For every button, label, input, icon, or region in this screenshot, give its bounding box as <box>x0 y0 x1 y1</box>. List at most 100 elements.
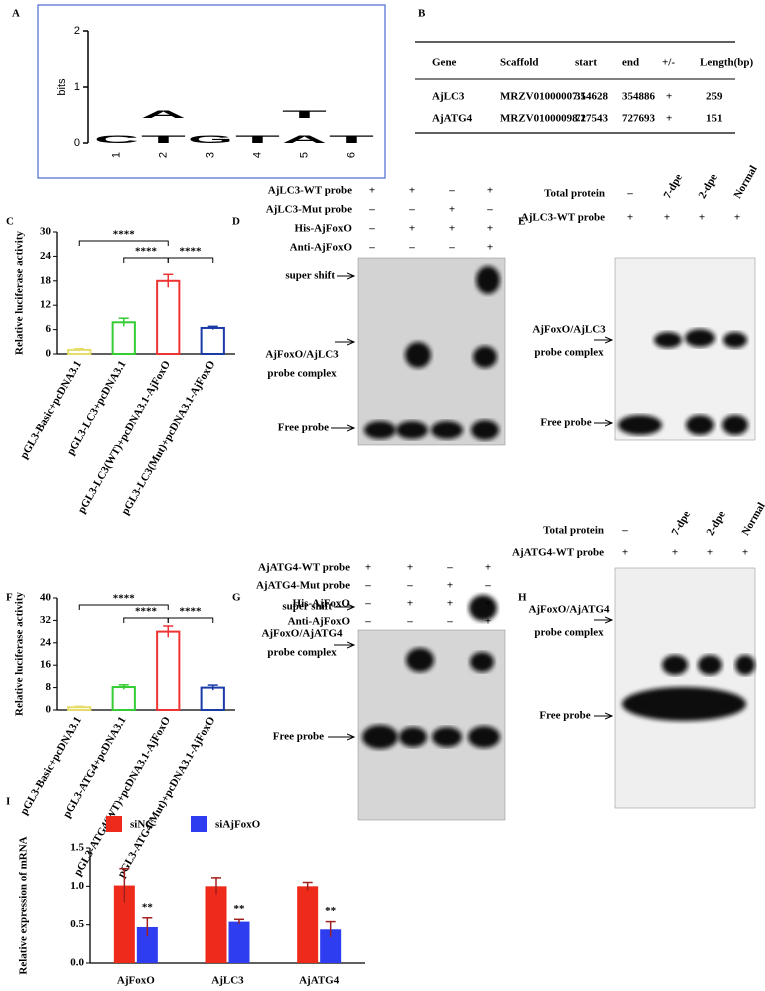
gel-band <box>399 727 427 747</box>
lane-sign: – <box>448 185 455 197</box>
gel-band <box>622 687 746 721</box>
lane-sign: 7-dpe <box>661 172 685 201</box>
panel-label: E <box>518 216 525 228</box>
logo-frame <box>37 4 386 179</box>
significance-bracket <box>78 604 169 610</box>
lane-sign: – <box>486 204 493 216</box>
bar <box>320 929 342 963</box>
bar <box>200 326 225 355</box>
significance: ** <box>234 903 246 915</box>
condition-label: AjATG4-WT probe <box>258 562 350 574</box>
significance-bracket <box>123 617 169 623</box>
lane-sign: + <box>622 547 628 559</box>
y-tick-label: 1.0 <box>70 880 84 892</box>
condition-label: Total protein <box>543 525 604 537</box>
table-cell: MRZV01000007.1 <box>500 91 586 103</box>
condition-label: Anti-AjFoxO <box>288 616 351 628</box>
x-tick-label: pGL3-LC3(WT)+pcDNA3.1-AjFoxO <box>76 358 174 515</box>
y-tick-label: 8 <box>46 681 52 693</box>
panel-label: D <box>232 216 240 228</box>
significance-bracket <box>123 257 169 263</box>
legend-swatch <box>106 816 122 832</box>
panel-label: B <box>418 8 426 20</box>
bar <box>156 630 181 711</box>
y-tick-label: 0 <box>74 137 80 149</box>
gel-image <box>614 257 756 441</box>
lane-sign: – <box>368 204 375 216</box>
band-label: Free probe <box>540 417 591 429</box>
bar <box>156 279 181 355</box>
lane-sign: – <box>406 580 413 592</box>
significance: **** <box>113 593 136 605</box>
band-label: AjFoxO/AjLC3 <box>532 324 606 336</box>
lane-sign: 7-dpe <box>669 509 693 538</box>
lane-sign: + <box>407 562 413 574</box>
table-cell: 727543 <box>575 113 609 125</box>
condition-label: AjATG4-Mut probe <box>256 580 350 592</box>
y-axis-label: bits <box>56 78 68 96</box>
gel-band <box>406 648 434 672</box>
lane-sign: + <box>485 616 491 628</box>
table-cell: AjATG4 <box>432 113 473 125</box>
lane-sign: – <box>448 242 455 254</box>
x-tick-label: pGL3-LC3(Mut)+pcDNA3.1-AjFoxO <box>119 358 218 517</box>
y-tick-label: 12 <box>40 299 52 311</box>
table-header: Length(bp) <box>700 57 754 69</box>
significance: **** <box>135 606 158 618</box>
y-axis-label: Relative luciferase activity <box>14 231 26 356</box>
y-axis-label: Relative luciferase activity <box>14 592 26 717</box>
position-label: 2 <box>157 152 169 158</box>
band-label: AjFoxO/AjATG4 <box>528 604 610 616</box>
lane-sign: + <box>672 547 678 559</box>
gel-band <box>735 655 755 675</box>
x-tick-label: pGL3-ATG4(WT)+pcDNA3.1-AjFoxO <box>72 714 173 878</box>
lane-sign: – <box>364 598 371 610</box>
y-tick-label: 24 <box>40 250 52 262</box>
lane-sign: + <box>487 185 493 197</box>
logo-letter: A <box>282 134 327 146</box>
bar <box>136 926 158 963</box>
gel-band <box>722 415 748 435</box>
lane-sign: – <box>626 188 633 200</box>
panel-label: C <box>6 216 14 228</box>
logo-letter: G <box>188 134 233 146</box>
y-tick-label: 2 <box>74 25 80 37</box>
condition-label: Anti-AjFoxO <box>290 242 353 254</box>
table-cell: 354628 <box>575 91 609 103</box>
panel-label: F <box>6 592 13 604</box>
position-label: 1 <box>110 152 122 158</box>
lane-sign: + <box>627 212 633 224</box>
significance: ** <box>325 905 337 917</box>
y-axis-label: Relative expression of mRNA <box>18 836 30 974</box>
significance-bracket <box>167 617 214 623</box>
lane-sign: + <box>742 547 748 559</box>
lane-sign: – <box>364 580 371 592</box>
band-label: Free probe <box>273 731 324 743</box>
position-label: 5 <box>298 152 310 158</box>
band-label: probe complex <box>534 347 604 359</box>
lane-sign: + <box>369 185 375 197</box>
significance: **** <box>180 606 203 618</box>
lane-sign: – <box>446 562 453 574</box>
bar <box>200 686 225 711</box>
gel-band <box>364 421 396 439</box>
lane-sign: – <box>621 525 628 537</box>
lane-sign: + <box>365 562 371 574</box>
y-tick-label: 0.5 <box>70 918 84 930</box>
condition-label: AjLC3-WT probe <box>521 212 605 224</box>
table-cell: + <box>666 113 672 125</box>
table-cell: 354886 <box>622 91 656 103</box>
y-tick-label: 30 <box>40 226 52 238</box>
lane-sign: – <box>484 580 491 592</box>
lane-sign: + <box>449 204 455 216</box>
table-header: Scaffold <box>500 57 539 69</box>
panel-label: I <box>6 796 10 808</box>
position-label: 6 <box>345 152 357 158</box>
legend-label: siAjFoxO <box>215 819 261 831</box>
lane-sign: Normal <box>731 164 759 201</box>
y-tick-label: 0.0 <box>70 957 84 969</box>
y-tick-label: 6 <box>46 323 52 335</box>
gel-band <box>432 727 462 747</box>
table-cell: AjLC3 <box>432 91 465 103</box>
lane-sign: – <box>408 242 415 254</box>
